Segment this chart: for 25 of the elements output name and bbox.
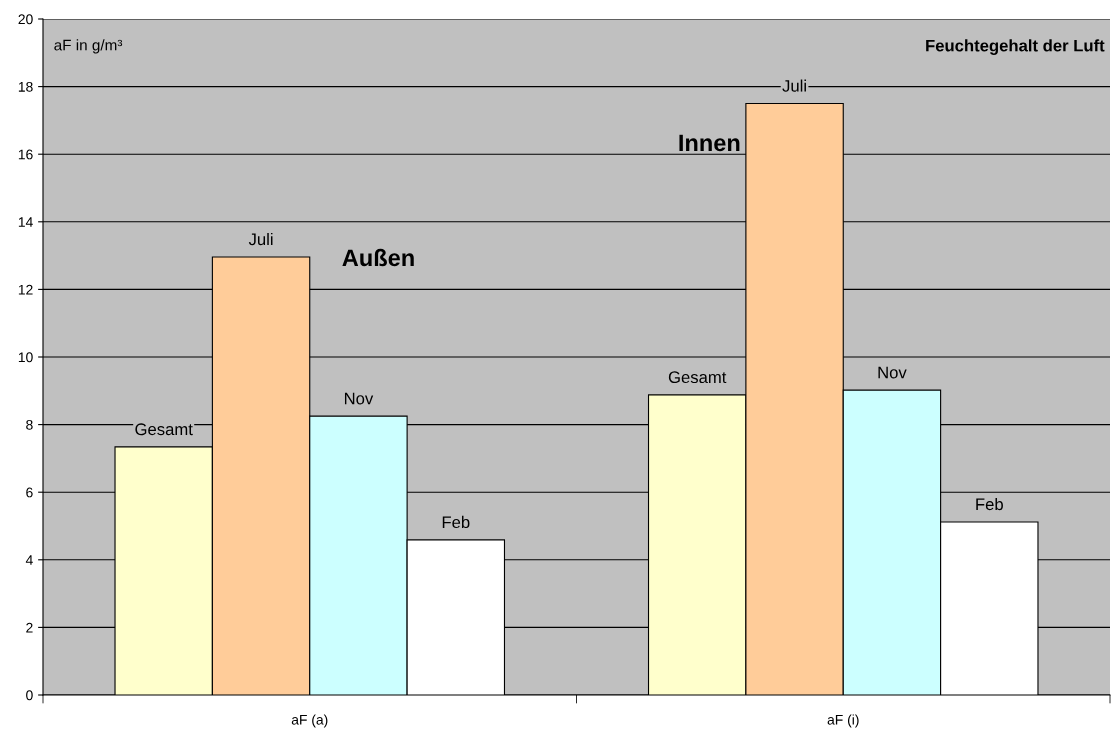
y-tick-label: 12 xyxy=(18,284,33,295)
y-tick-label: 8 xyxy=(26,419,33,430)
text: Feuchtegehalt der Luft xyxy=(926,39,1105,55)
y-tick-label: 20 xyxy=(18,14,33,25)
annotation: Innen xyxy=(679,134,740,152)
series-label: Nov xyxy=(344,392,374,405)
text: Nov xyxy=(878,366,907,379)
y-tick-label: 14 xyxy=(18,217,33,227)
y-tick-label: 16 xyxy=(18,149,33,160)
text: Feb xyxy=(442,515,470,529)
y-tick-label: 2 xyxy=(26,622,33,633)
y-tick-label: 18 xyxy=(18,81,33,92)
x-tick-label: aF (i) xyxy=(827,714,859,728)
annotation: aF in g/m³ xyxy=(54,39,123,54)
text: Juli xyxy=(782,79,806,92)
y-tick-label: 6 xyxy=(26,487,33,498)
annotation: Außen xyxy=(342,248,414,267)
x-tick-label: aF (a) xyxy=(291,714,328,728)
y-tick-label: 0 xyxy=(26,690,33,701)
series-label: Gesamt xyxy=(135,423,193,436)
series-label: Juli xyxy=(248,232,273,246)
text: Gesamt xyxy=(668,371,727,384)
series-label: Feb xyxy=(976,497,1003,511)
y-tick-label: 10 xyxy=(18,352,33,363)
y-tick-label: 4 xyxy=(25,555,33,565)
